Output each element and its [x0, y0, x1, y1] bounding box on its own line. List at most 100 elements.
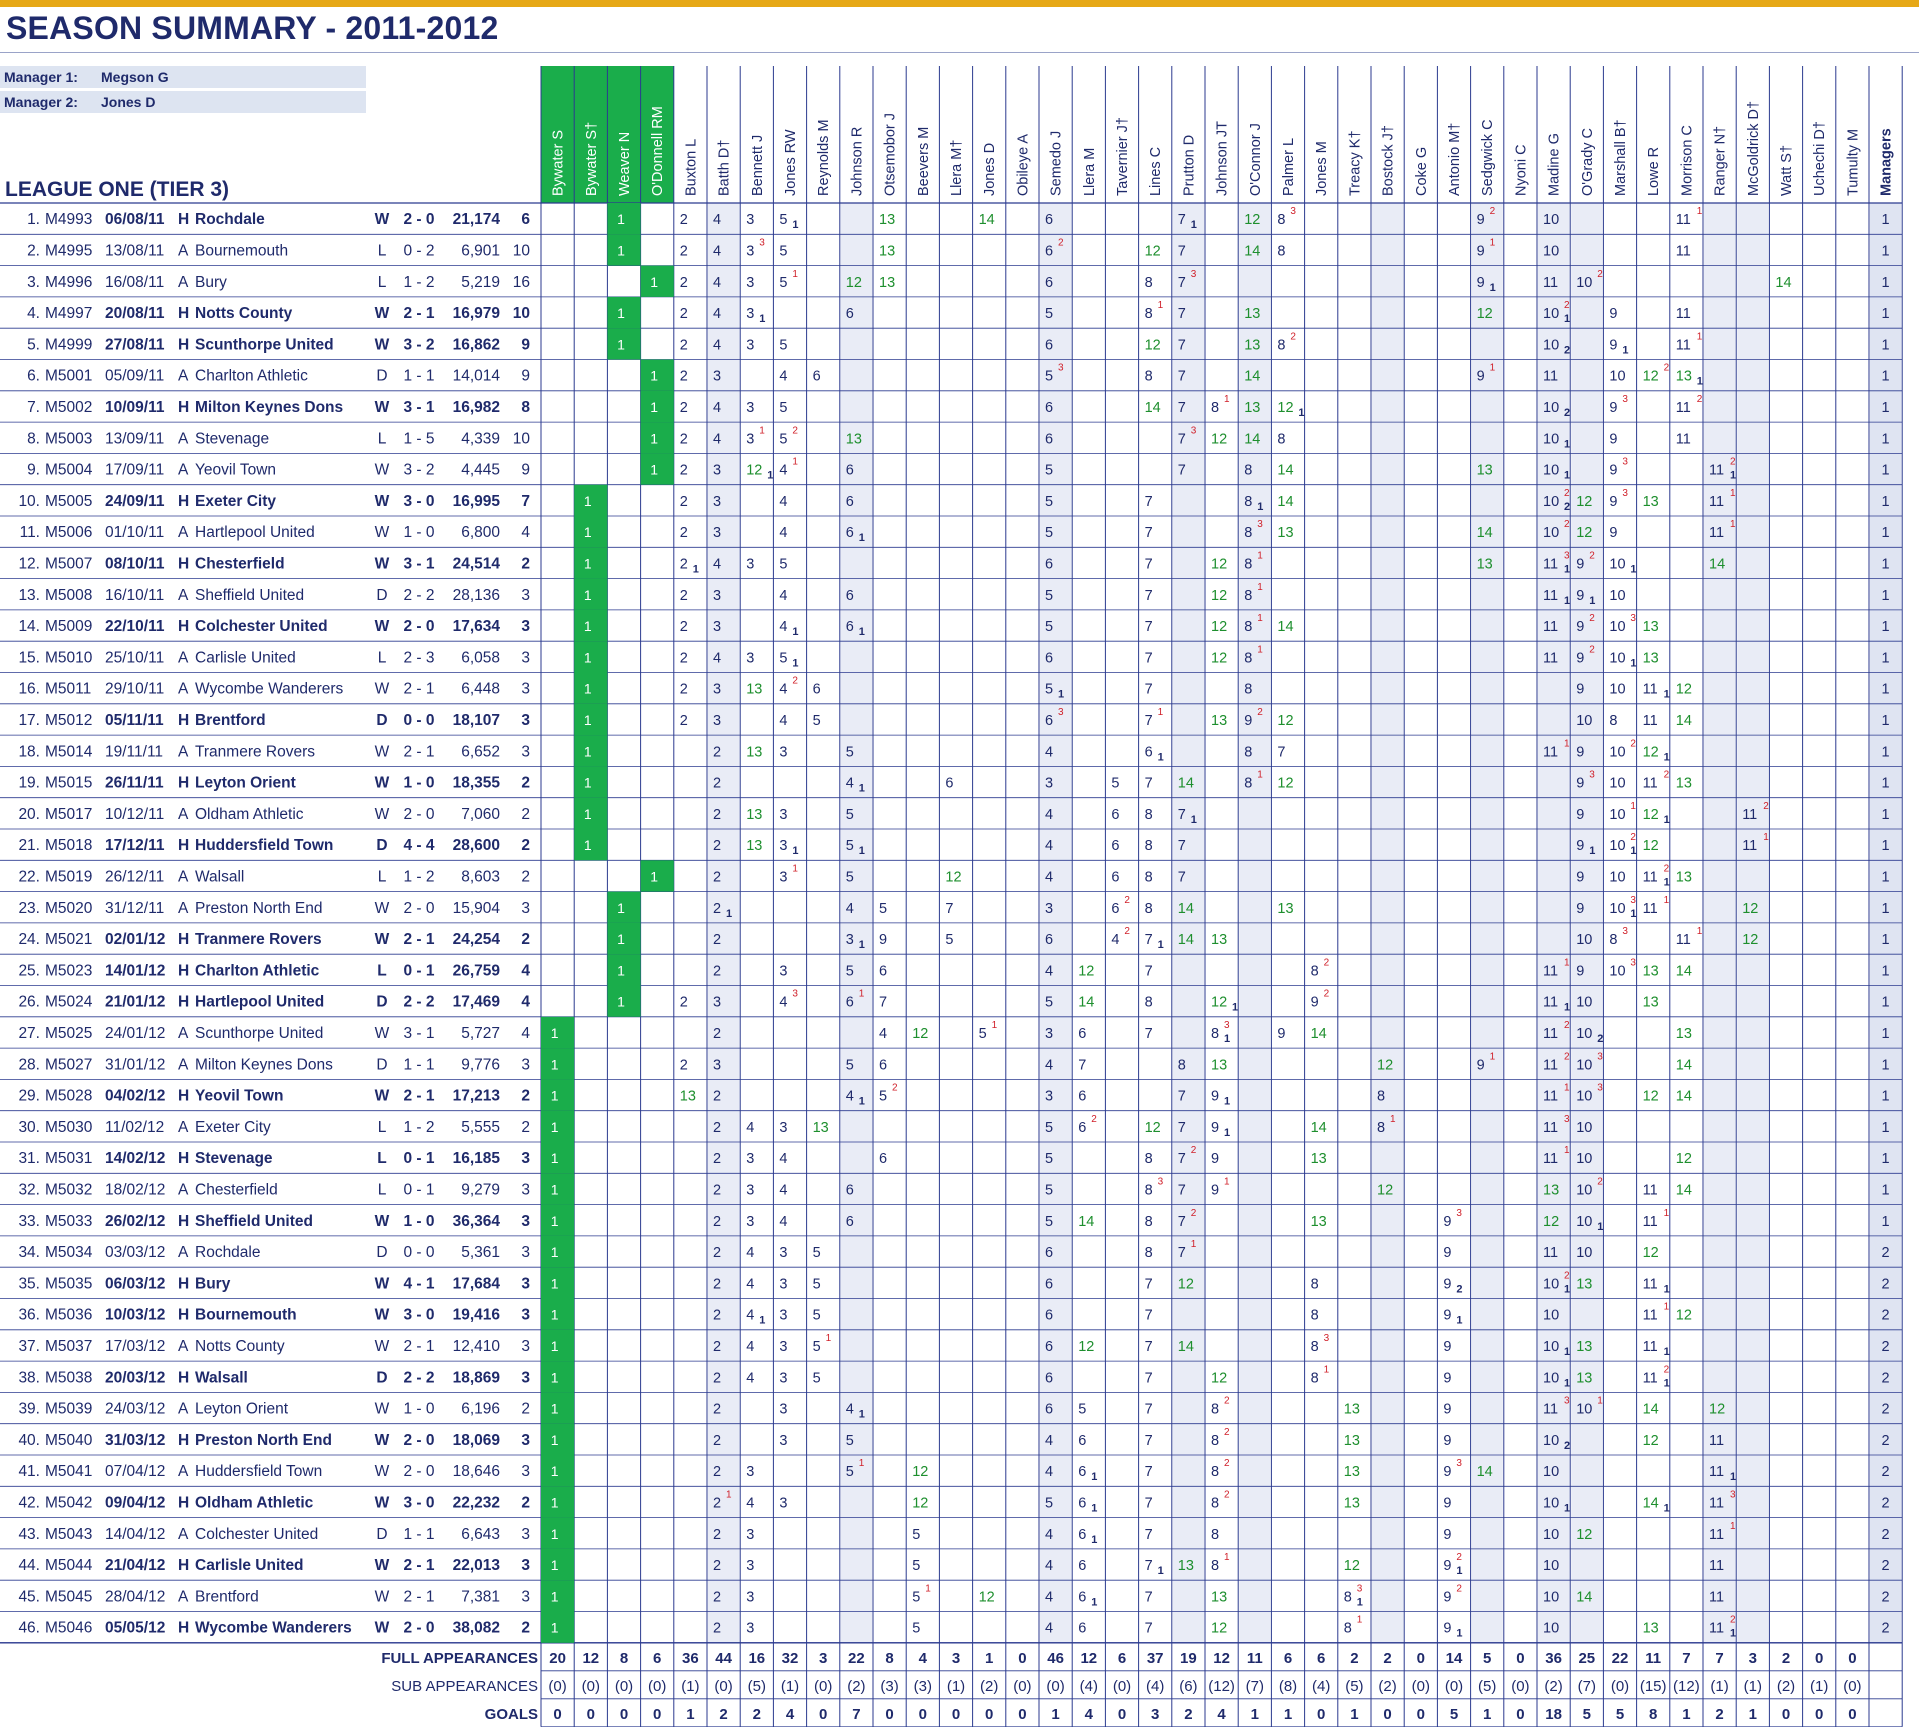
- shirt-number: 8: [1311, 1370, 1319, 1386]
- shirt-number: 8: [1609, 932, 1617, 948]
- shirt-number: 11: [1543, 1402, 1558, 1418]
- substitution-note: 3: [1564, 550, 1570, 561]
- goals-scored: 1: [759, 1315, 765, 1327]
- shirt-number: 5: [779, 212, 787, 228]
- shirt-number: 13: [1643, 619, 1659, 635]
- result: L: [378, 1181, 387, 1198]
- goals-scored: 1: [1191, 814, 1197, 826]
- player-column-header: Weaver N: [617, 132, 633, 196]
- result: L: [378, 242, 387, 259]
- managers-column-header: Managers: [1879, 128, 1895, 196]
- shirt-number: 8: [1244, 682, 1252, 698]
- match-date: 21/04/12: [105, 1557, 165, 1574]
- match-number: 12.: [18, 555, 40, 572]
- match-code: M4997: [45, 305, 92, 322]
- goalkeeper-cell: [574, 735, 608, 767]
- match-number: 2.: [27, 242, 40, 259]
- score: 2 - 0: [403, 1463, 434, 1480]
- shirt-number: 5: [1045, 588, 1053, 604]
- shirt-number: 3: [779, 963, 787, 979]
- shirt-number: 5: [813, 1308, 821, 1324]
- goalkeeper-cell: [574, 609, 608, 642]
- match-code: M5033: [45, 1213, 92, 1230]
- goalkeeper-shirt: 1: [551, 1307, 559, 1323]
- shirt-number: 13: [1244, 400, 1260, 416]
- sub-appearances-value: (1): [1744, 1678, 1762, 1695]
- player-column-header: Bennett J: [750, 135, 766, 196]
- goalkeeper-cell: [574, 797, 608, 829]
- shirt-number: 5: [979, 1026, 987, 1042]
- shirt-number: 5: [912, 1621, 920, 1637]
- shirt-number: 11: [1676, 306, 1691, 322]
- shirt-number: 4: [746, 1245, 754, 1261]
- substitution-note: 2: [1697, 394, 1703, 405]
- shirt-number: 5: [779, 243, 787, 259]
- shirt-number: 14: [1244, 369, 1260, 385]
- manager-1-row: Manager 1: Megson G: [0, 66, 366, 88]
- shirt-number: 3: [779, 1339, 787, 1355]
- shirt-number: 6: [1111, 807, 1119, 823]
- manager-number: 1: [1882, 838, 1890, 854]
- shirt-number: 12: [1643, 744, 1659, 760]
- match-date: 05/09/11: [105, 368, 164, 385]
- result: W: [375, 1025, 390, 1042]
- manager-number: 2: [1882, 1589, 1890, 1605]
- home-away: H: [178, 1088, 189, 1105]
- goals-total-value: 0: [885, 1706, 893, 1723]
- shirt-number: 3: [1045, 776, 1053, 792]
- score: 2 - 1: [403, 305, 434, 322]
- attendance: 18,069: [453, 1432, 501, 1449]
- shirt-number: 4: [846, 776, 854, 792]
- result: W: [375, 1307, 390, 1324]
- shirt-number: 12: [912, 1464, 928, 1480]
- league-position: 2: [521, 868, 530, 885]
- sub-appearances-value: (0): [582, 1678, 600, 1695]
- goalkeeper-cell: [574, 578, 608, 610]
- shirt-number: 7: [1145, 1402, 1153, 1418]
- shirt-number: 13: [1311, 1151, 1327, 1167]
- sub-appearances-value: (0): [1046, 1678, 1064, 1695]
- home-away: H: [178, 1150, 189, 1167]
- shirt-number: 13: [1576, 1339, 1592, 1355]
- result: D: [376, 587, 387, 604]
- shirt-number: 12: [1643, 1245, 1659, 1261]
- shirt-number: 10: [1543, 243, 1559, 259]
- shirt-number: 2: [680, 275, 688, 291]
- manager-number: 1: [1882, 776, 1890, 792]
- shirt-number: 4: [846, 1402, 854, 1418]
- player-column-header: Madine G: [1547, 133, 1563, 196]
- goals-scored: 1: [859, 1409, 865, 1421]
- shirt-number: 12: [1178, 1276, 1194, 1292]
- shirt-number: 7: [1178, 369, 1186, 385]
- league-position: 3: [521, 587, 530, 604]
- league-position: 2: [521, 1620, 530, 1637]
- match-code: M4993: [45, 211, 92, 228]
- shirt-number: 8: [1145, 1182, 1153, 1198]
- full-appearances-value: 2: [1782, 1650, 1790, 1667]
- goals-total-value: 0: [1516, 1706, 1524, 1723]
- shirt-number: 9: [1576, 963, 1584, 979]
- shirt-number: 7: [1178, 275, 1186, 291]
- shirt-number: 13: [1676, 1026, 1692, 1042]
- home-away: A: [178, 524, 189, 541]
- manager-number: 1: [1882, 463, 1890, 479]
- full-appearances-value: 14: [1446, 1650, 1463, 1667]
- home-away: H: [178, 931, 189, 948]
- goals-scored: 1: [1091, 1502, 1097, 1514]
- shirt-number: 11: [1543, 619, 1558, 635]
- substitution-note: 1: [792, 269, 798, 280]
- manager-number: 1: [1882, 1182, 1890, 1198]
- shirt-number: 6: [879, 1057, 887, 1073]
- shirt-number: 5: [1045, 1495, 1053, 1511]
- shirt-number: 10: [1543, 212, 1559, 228]
- match-number: 3.: [27, 274, 40, 291]
- player-column-header: Morrison C: [1679, 125, 1695, 196]
- substitution-note: 1: [1664, 895, 1670, 906]
- goalkeeper-cell: [541, 1235, 575, 1268]
- full-appearances-value: 1: [985, 1650, 993, 1667]
- result: L: [377, 962, 386, 979]
- result: L: [378, 430, 387, 447]
- match-code: M5024: [45, 994, 93, 1011]
- sub-appearances-value: (1): [1810, 1678, 1828, 1695]
